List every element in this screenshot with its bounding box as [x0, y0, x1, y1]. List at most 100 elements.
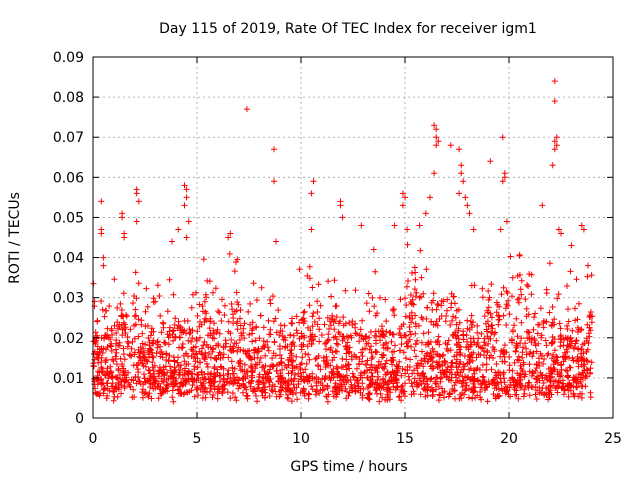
data-point: [551, 78, 558, 85]
data-point: [265, 317, 272, 324]
data-point: [534, 387, 541, 394]
data-point: [188, 387, 195, 394]
data-point: [276, 343, 283, 350]
data-point: [221, 312, 228, 318]
data-point: [262, 352, 269, 359]
data-point: [520, 344, 526, 351]
data-point: [266, 331, 273, 338]
data-point: [322, 361, 329, 368]
data-point: [364, 374, 371, 381]
data-point: [329, 349, 336, 356]
data-point: [577, 390, 583, 397]
data-point: [500, 312, 507, 319]
data-point: [345, 392, 352, 399]
data-point: [573, 384, 580, 391]
data-point: [304, 343, 311, 350]
data-point: [220, 344, 227, 351]
data-point: [306, 263, 313, 270]
data-point: [402, 380, 408, 387]
data-point: [375, 383, 382, 390]
y-tick-label: 0.05: [53, 210, 84, 226]
data-point: [546, 309, 553, 316]
data-point: [135, 280, 142, 287]
data-point: [359, 353, 366, 360]
data-point: [503, 349, 510, 356]
data-point: [225, 354, 232, 361]
data-point: [113, 349, 120, 356]
data-point: [433, 386, 439, 393]
data-point: [403, 302, 410, 309]
data-point: [337, 202, 344, 209]
data-point: [485, 378, 492, 385]
data-point: [170, 375, 177, 382]
data-point: [304, 378, 311, 385]
data-point: [98, 381, 105, 388]
data-point: [231, 379, 238, 386]
data-point: [565, 393, 572, 400]
data-point: [165, 334, 172, 341]
data-point: [229, 390, 236, 397]
data-point: [497, 226, 504, 233]
data-point: [320, 354, 327, 361]
data-point: [234, 374, 241, 381]
data-point: [236, 336, 243, 343]
data-point: [261, 380, 268, 387]
data-point: [483, 361, 490, 368]
data-point: [264, 338, 271, 345]
data-point: [586, 312, 593, 319]
data-point: [523, 313, 530, 320]
data-point: [376, 380, 383, 387]
data-point: [485, 304, 492, 311]
data-point: [549, 162, 556, 169]
data-point: [387, 329, 394, 336]
data-point: [172, 333, 179, 340]
data-point: [346, 389, 353, 396]
data-point: [359, 380, 366, 387]
data-point: [225, 318, 232, 325]
data-point: [113, 356, 119, 363]
data-point: [436, 352, 443, 359]
data-point: [532, 391, 539, 398]
data-point: [249, 338, 256, 345]
data-point: [207, 315, 214, 322]
data-point: [216, 378, 223, 385]
data-point: [464, 202, 471, 209]
data-point: [460, 361, 467, 368]
data-points: [90, 78, 596, 405]
data-point: [117, 300, 124, 307]
data-point: [517, 377, 524, 384]
data-point: [585, 262, 591, 269]
data-point: [435, 333, 442, 340]
data-point: [408, 309, 415, 316]
data-point: [122, 324, 129, 331]
data-point: [317, 302, 324, 309]
data-point: [347, 377, 354, 383]
data-point: [578, 394, 585, 401]
data-point: [106, 387, 113, 394]
data-point: [386, 396, 393, 403]
data-point: [406, 324, 413, 330]
data-point: [316, 338, 323, 345]
data-point: [293, 327, 300, 334]
data-point: [313, 391, 319, 398]
data-point: [316, 390, 323, 397]
data-point: [207, 354, 214, 361]
data-point: [112, 374, 119, 381]
data-point: [522, 383, 529, 389]
data-point: [556, 373, 563, 380]
data-point: [227, 343, 234, 350]
data-point: [478, 330, 485, 337]
data-point: [109, 373, 116, 380]
data-point: [533, 361, 540, 368]
data-point: [259, 392, 266, 399]
data-point: [124, 338, 131, 345]
data-point: [141, 375, 148, 382]
data-point: [569, 338, 575, 345]
data-point: [339, 376, 346, 383]
data-point: [587, 370, 594, 377]
data-point: [588, 319, 595, 326]
data-point: [553, 142, 560, 149]
data-point: [105, 375, 112, 382]
data-point: [163, 385, 169, 392]
data-point: [402, 295, 409, 302]
